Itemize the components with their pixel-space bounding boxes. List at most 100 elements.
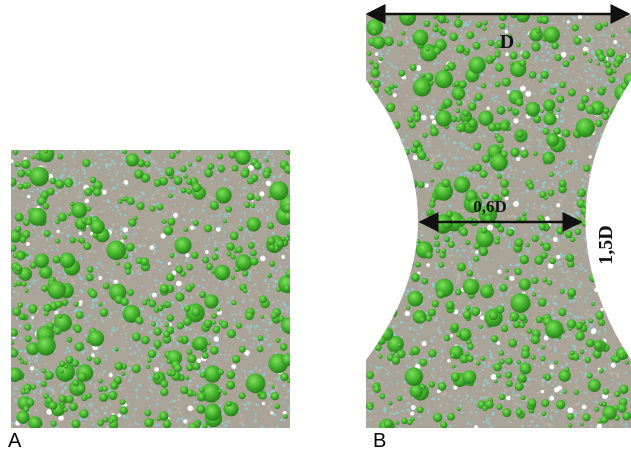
aggregate [177, 322, 184, 329]
fine-particle [213, 361, 216, 364]
fine-particle [204, 248, 206, 250]
fine-particle [102, 248, 104, 250]
aggregate [416, 239, 420, 243]
fine-particle [593, 265, 596, 268]
fine-particle [538, 290, 540, 292]
fine-particle [38, 286, 40, 288]
fine-particle [416, 190, 418, 192]
fine-particle [467, 172, 470, 175]
fine-particle [371, 124, 373, 126]
fine-particle [262, 319, 265, 322]
aggregate [392, 121, 400, 129]
fine-particle [548, 382, 550, 384]
fine-particle [146, 199, 148, 201]
aggregate [154, 179, 162, 187]
fine-particle [76, 257, 78, 259]
fine-particle [619, 108, 622, 111]
fine-particle [387, 75, 390, 78]
fine-particle [416, 236, 419, 239]
aggregate [98, 379, 103, 384]
fine-particle [379, 196, 381, 198]
fine-particle [620, 27, 623, 30]
fine-particle [589, 101, 591, 103]
fine-particle [617, 375, 620, 378]
fine-particle [601, 47, 603, 49]
void [554, 387, 559, 392]
fine-particle [436, 156, 438, 158]
fine-particle [509, 264, 512, 267]
fine-particle [559, 193, 561, 195]
fine-particle [617, 364, 619, 366]
fine-particle [535, 416, 537, 418]
void [513, 118, 518, 123]
fine-particle [126, 233, 129, 236]
fine-particle [547, 344, 550, 347]
fine-particle [482, 385, 484, 387]
fine-particle [386, 184, 389, 187]
fine-particle [109, 157, 111, 159]
fine-particle [156, 355, 158, 357]
fine-particle [237, 202, 239, 204]
fine-particle [506, 113, 508, 115]
fine-particle [72, 313, 75, 316]
fine-particle [373, 248, 375, 250]
fine-particle [288, 250, 290, 252]
fine-particle [370, 46, 373, 49]
aggregate [235, 149, 251, 165]
fine-particle [367, 108, 369, 110]
fine-particle [81, 258, 83, 260]
void [422, 341, 427, 346]
aggregate [585, 37, 590, 42]
aggregate [102, 386, 108, 392]
fine-particle [433, 63, 436, 66]
fine-particle [396, 383, 398, 385]
fine-particle [552, 311, 555, 314]
fine-particle [453, 167, 456, 170]
aggregate [235, 254, 252, 271]
fine-particle [19, 395, 21, 397]
fine-particle [141, 191, 144, 194]
fine-particle [512, 198, 514, 200]
fine-particle [377, 128, 379, 130]
aggregate [246, 374, 266, 394]
fine-particle [267, 150, 270, 153]
fine-particle [471, 48, 474, 51]
fine-particle [483, 362, 486, 365]
fine-particle [406, 43, 408, 45]
fine-particle [614, 372, 616, 374]
fine-particle [20, 324, 22, 326]
fine-particle [625, 222, 628, 225]
fine-particle [74, 376, 76, 378]
fine-particle [244, 403, 246, 405]
aggregate [16, 252, 25, 261]
fine-particle [521, 192, 523, 194]
fine-particle [32, 282, 34, 284]
fine-particle [25, 207, 27, 209]
fine-particle [409, 279, 411, 281]
aggregate [17, 184, 23, 190]
fine-particle [262, 246, 264, 248]
fine-particle [176, 421, 178, 423]
fine-particle [417, 97, 420, 100]
aggregate [567, 319, 576, 328]
fine-particle [556, 263, 558, 265]
fine-particle [213, 290, 215, 292]
aggregate [63, 407, 68, 412]
fine-particle [150, 380, 152, 382]
fine-particle [618, 186, 620, 188]
fine-particle [455, 172, 457, 174]
fine-particle [177, 406, 180, 409]
fine-particle [476, 346, 478, 348]
fine-particle [33, 238, 35, 240]
fine-particle [149, 228, 152, 231]
fine-particle [110, 312, 113, 315]
fine-particle [582, 347, 585, 350]
fine-particle [152, 230, 155, 233]
fine-particle [240, 383, 242, 385]
fine-particle [117, 374, 119, 376]
fine-particle [550, 415, 552, 417]
fine-particle [94, 162, 96, 164]
aggregate [388, 308, 398, 318]
fine-particle [461, 411, 464, 414]
fine-particle [365, 398, 367, 400]
